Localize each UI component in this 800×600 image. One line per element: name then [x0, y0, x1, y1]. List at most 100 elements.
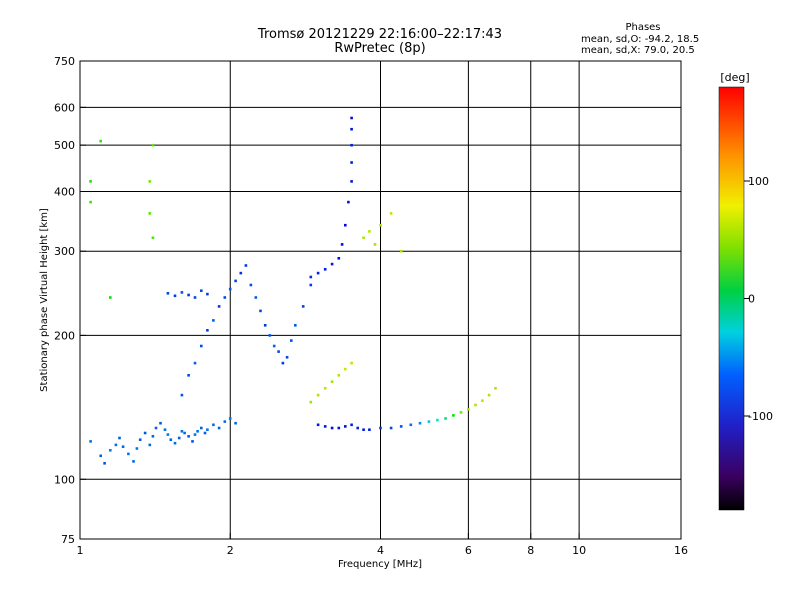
- y-tick-label: 400: [54, 185, 75, 198]
- data-point: [173, 294, 177, 298]
- data-point: [151, 435, 155, 438]
- y-tick-label: 600: [54, 101, 75, 114]
- data-point: [127, 452, 130, 456]
- data-point: [89, 180, 92, 183]
- data-point: [193, 433, 197, 436]
- data-point: [99, 139, 102, 143]
- data-point: [389, 212, 393, 215]
- data-point: [399, 249, 403, 253]
- colorbar-label: [deg]: [720, 71, 749, 84]
- data-point: [180, 430, 184, 433]
- data-point: [427, 420, 431, 423]
- data-point: [337, 374, 341, 377]
- data-point: [166, 433, 170, 436]
- data-point: [196, 430, 199, 433]
- data-point: [191, 440, 194, 443]
- data-point: [481, 399, 484, 402]
- data-point: [234, 421, 237, 425]
- data-point: [263, 324, 267, 327]
- x-axis-ticks: 1 2 4 6 8 10 16: [77, 533, 688, 557]
- data-point: [350, 161, 353, 164]
- data-point: [249, 283, 253, 287]
- data-point: [151, 236, 155, 240]
- data-point: [330, 380, 334, 383]
- data-point: [285, 356, 289, 359]
- colorbar-ticks: 100 0 -100: [744, 175, 773, 423]
- y-tick-label: 750: [54, 55, 75, 68]
- data-point: [350, 180, 353, 183]
- data-point: [379, 223, 382, 227]
- data-point: [418, 421, 422, 425]
- data-point: [399, 425, 403, 428]
- data-point: [187, 293, 190, 297]
- data-point: [344, 425, 347, 428]
- x-tick-label: 10: [572, 544, 586, 557]
- data-point: [148, 212, 152, 215]
- data-point: [254, 296, 258, 299]
- data-point: [309, 283, 313, 287]
- data-point: [109, 449, 112, 452]
- data-point: [467, 408, 470, 411]
- data-point: [143, 431, 147, 435]
- y-tick-label: 100: [54, 473, 75, 486]
- data-point: [323, 268, 327, 271]
- colorbar-tick-label: 100: [748, 175, 769, 188]
- data-point: [356, 426, 359, 430]
- data-point: [309, 275, 313, 279]
- data-point: [223, 296, 227, 299]
- data-point: [177, 436, 181, 440]
- data-point: [228, 287, 232, 291]
- data-point: [200, 426, 203, 430]
- data-point: [487, 393, 491, 397]
- x-tick-label: 1: [77, 544, 84, 557]
- colorbar-tick-label: 0: [748, 293, 755, 306]
- data-point: [330, 426, 334, 430]
- data-point: [173, 441, 177, 445]
- y-tick-label: 200: [54, 329, 75, 342]
- data-point: [206, 329, 209, 332]
- data-point: [183, 431, 186, 435]
- data-point: [206, 292, 209, 296]
- data-point: [159, 421, 162, 425]
- data-point: [217, 305, 221, 308]
- chart-title: Tromsø 20121229 22:16:00–22:17:43: [257, 27, 502, 42]
- data-point: [316, 393, 320, 397]
- data-points: [89, 116, 497, 465]
- data-point: [244, 264, 248, 267]
- phases-o-stats: mean, sd,O: -94.2, 18.5: [581, 34, 699, 45]
- grid-lines: [80, 61, 681, 539]
- data-point: [114, 443, 118, 447]
- data-point: [316, 423, 320, 427]
- data-point: [259, 309, 262, 313]
- data-point: [340, 243, 344, 246]
- data-point: [350, 127, 353, 131]
- data-point: [118, 436, 121, 440]
- data-point: [148, 443, 152, 447]
- data-point: [494, 387, 497, 390]
- data-point: [316, 271, 320, 275]
- data-point: [281, 361, 285, 365]
- data-point: [212, 423, 215, 427]
- data-point: [362, 428, 365, 431]
- data-point: [206, 428, 209, 431]
- data-point: [474, 403, 477, 407]
- data-point: [337, 426, 341, 430]
- data-point: [180, 393, 184, 397]
- phases-header: Phases: [625, 22, 660, 33]
- data-point: [344, 223, 347, 227]
- data-point: [373, 243, 377, 246]
- colorbar: [718, 86, 745, 511]
- data-point: [239, 271, 243, 275]
- data-point: [200, 289, 203, 292]
- data-point: [103, 462, 106, 465]
- data-point: [169, 438, 173, 441]
- data-point: [350, 143, 353, 147]
- data-point: [109, 296, 112, 299]
- data-point: [330, 262, 334, 266]
- data-point: [166, 292, 170, 295]
- data-point: [268, 334, 272, 337]
- data-point: [121, 445, 125, 448]
- y-tick-label: 500: [54, 139, 75, 152]
- data-point: [350, 361, 353, 365]
